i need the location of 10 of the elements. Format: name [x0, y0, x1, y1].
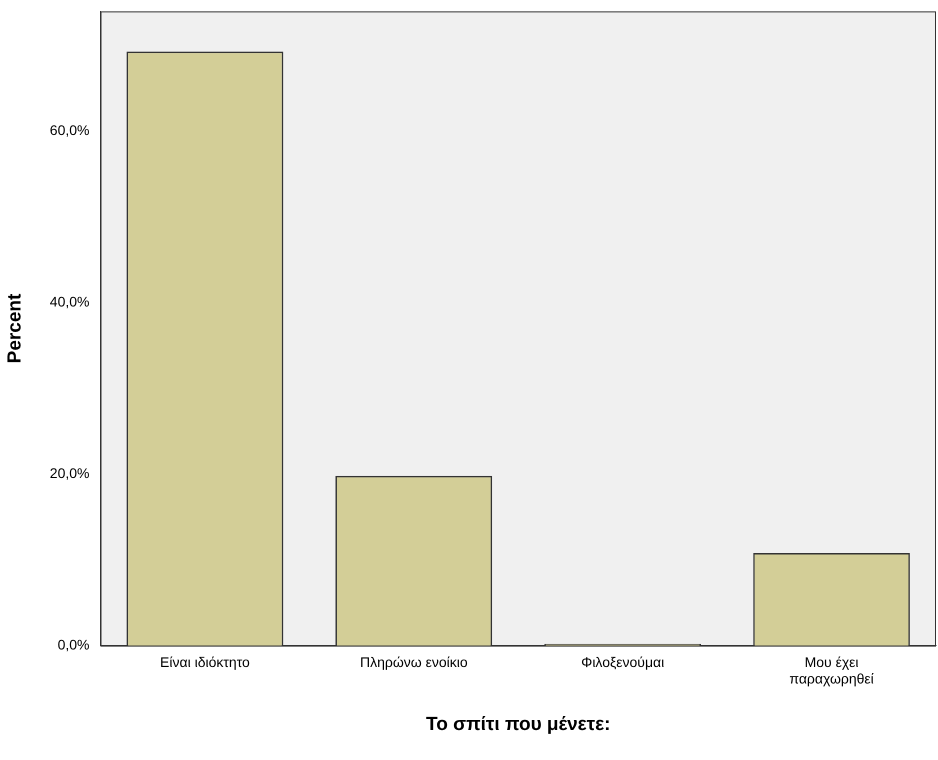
x-tick-label: Πληρώνω ενοίκιο — [360, 654, 468, 670]
y-tick-label: 20,0% — [50, 465, 90, 482]
y-tick-label: 40,0% — [50, 294, 90, 310]
x-axis-title: Το σπίτι που μένετε: — [426, 714, 611, 735]
x-tick-label: Είναι ιδιόκτητο — [160, 654, 250, 670]
x-tick-label: Φιλοξενούμαι — [581, 654, 664, 670]
y-tick-label: 60,0% — [50, 122, 90, 138]
y-tick-label: 0,0% — [58, 636, 90, 652]
y-axis-title: Percent — [4, 292, 26, 364]
x-tick-label: Μου έχει παραχωρηθεί — [789, 654, 874, 687]
